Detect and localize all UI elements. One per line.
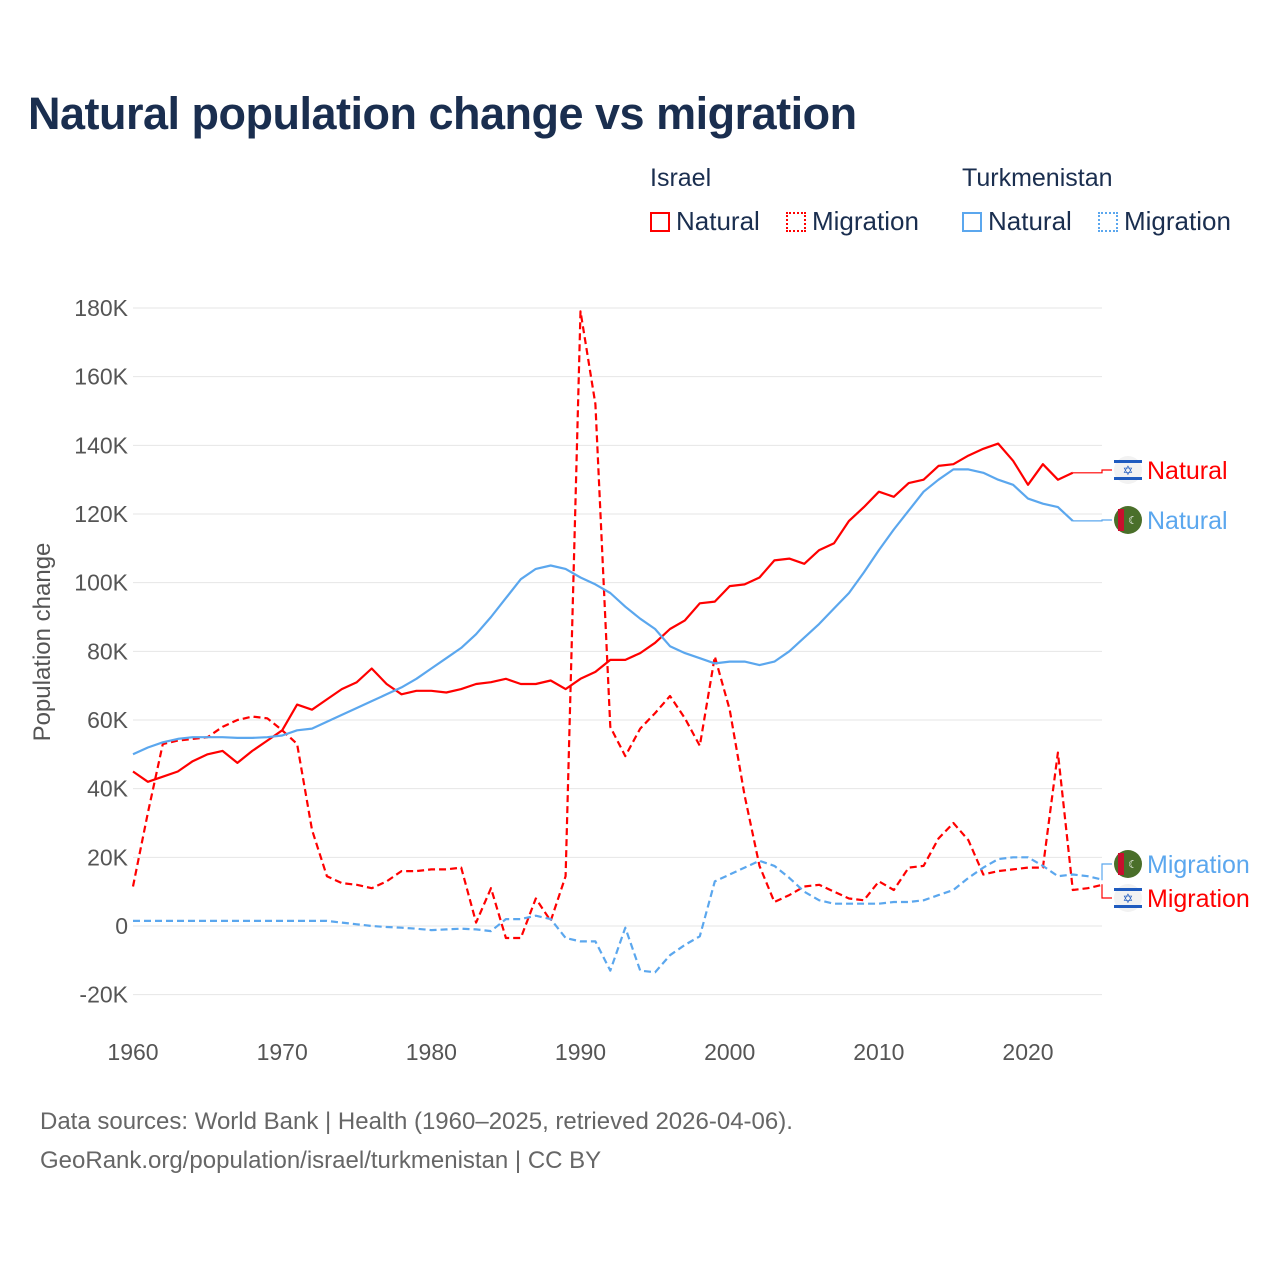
series-line-turkmenistan-natural — [132, 468, 1074, 756]
y-tick-label: 60K — [87, 707, 129, 733]
series-line-turkmenistan-migration — [133, 856, 1103, 974]
legend-country-turkmenistan: Turkmenistan — [962, 164, 1113, 192]
svg-text:☾: ☾ — [1128, 515, 1138, 527]
legend-israel-natural[interactable]: Natural — [650, 206, 760, 237]
legend-turkmenistan-migration[interactable]: Migration — [1098, 206, 1231, 237]
turkmenistan-flag-icon: ☾ — [1114, 506, 1142, 534]
series-end-label: Migration — [1147, 851, 1250, 879]
svg-text:✡: ✡ — [1123, 891, 1134, 906]
legend-country-israel: Israel — [650, 164, 712, 192]
x-tick-label: 1970 — [257, 1039, 308, 1065]
y-tick-label: 80K — [87, 638, 129, 664]
series-line-israel-migration — [131, 310, 1103, 940]
israel-flag-icon: ✡ — [1114, 456, 1142, 484]
label-connector — [1072, 469, 1112, 474]
series-line-israel-natural — [132, 442, 1074, 783]
chart-title: Natural population change vs migration — [28, 88, 857, 139]
x-tick-label: 1980 — [406, 1039, 457, 1065]
y-tick-label: 40K — [87, 776, 129, 802]
x-tick-label: 1990 — [555, 1039, 606, 1065]
footer-attribution[interactable]: GeoRank.org/population/israel/turkmenist… — [40, 1147, 602, 1174]
turkmenistan-flag-icon: ☾ — [1114, 850, 1142, 878]
x-tick-label: 2020 — [1002, 1039, 1053, 1065]
legend-turkmenistan-natural[interactable]: Natural — [962, 206, 1072, 237]
y-tick-label: -20K — [79, 982, 128, 1008]
series-end-label: Natural — [1147, 457, 1228, 485]
y-tick-label: 180K — [74, 295, 128, 321]
x-tick-label: 2000 — [704, 1039, 755, 1065]
legend-israel-migration[interactable]: Migration — [786, 206, 919, 237]
label-connector — [1101, 863, 1112, 881]
series-end-label: Natural — [1147, 507, 1228, 535]
y-tick-label: 120K — [74, 501, 128, 527]
legend-label: Natural — [988, 206, 1072, 236]
legend-swatch-solid — [962, 211, 982, 232]
legend-swatch-dotted — [1098, 211, 1118, 232]
legend-label: Migration — [812, 206, 919, 236]
y-tick-label: 140K — [74, 432, 128, 458]
series-end-label: Migration — [1147, 885, 1250, 913]
label-connector — [1101, 884, 1112, 899]
y-tick-label: 100K — [74, 570, 128, 596]
legend-label: Natural — [676, 206, 760, 236]
svg-text:✡: ✡ — [1123, 463, 1134, 478]
legend-label: Migration — [1124, 206, 1231, 236]
y-tick-label: 20K — [87, 844, 129, 870]
svg-text:☾: ☾ — [1128, 859, 1138, 871]
label-connector — [1072, 519, 1112, 522]
legend-swatch-solid — [650, 211, 670, 232]
y-tick-label: 160K — [74, 364, 128, 390]
x-tick-label: 2010 — [853, 1039, 904, 1065]
y-tick-label: 0 — [115, 913, 128, 939]
israel-flag-icon: ✡ — [1114, 884, 1142, 912]
footer-sources: Data sources: World Bank | Health (1960–… — [40, 1108, 793, 1135]
legend-swatch-dotted — [786, 211, 806, 232]
y-axis-label: Population change — [29, 543, 56, 742]
x-tick-label: 1960 — [107, 1039, 158, 1065]
